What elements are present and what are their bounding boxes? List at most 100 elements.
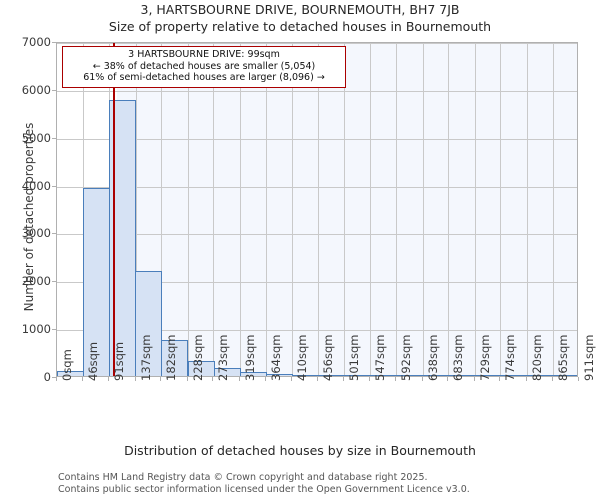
x-axis-tick-mark xyxy=(108,377,110,381)
x-axis-tick-label: 0sqm xyxy=(60,349,74,381)
gridline-vertical xyxy=(161,43,163,376)
x-axis-tick-mark xyxy=(134,377,136,381)
annotation-line-3: 61% of semi-detached houses are larger (… xyxy=(83,72,325,83)
annotation-line-1: 3 HARTSBOURNE DRIVE: 99sqm xyxy=(128,49,280,60)
y-axis-tick-mark xyxy=(52,137,56,139)
x-axis-tick-label: 501sqm xyxy=(347,334,362,381)
histogram-bar xyxy=(526,375,554,376)
x-axis-tick-label: 865sqm xyxy=(555,334,570,381)
gridline-vertical xyxy=(344,43,346,376)
y-axis-tick-label: 2000 xyxy=(21,274,51,289)
y-axis-tick-label: 6000 xyxy=(21,82,51,97)
y-axis-tick-mark xyxy=(52,281,56,283)
x-axis-tick-label: 911sqm xyxy=(582,334,596,381)
gridline-vertical xyxy=(526,43,528,376)
histogram-bar xyxy=(396,375,424,376)
gridline-horizontal xyxy=(57,234,577,236)
x-axis-tick-label: 137sqm xyxy=(138,334,153,381)
histogram-bar xyxy=(500,375,528,376)
chart-title: 3, HARTSBOURNE DRIVE, BOURNEMOUTH, BH7 7… xyxy=(140,2,460,17)
x-axis-tick-label: 91sqm xyxy=(112,341,127,381)
histogram-bar xyxy=(135,270,163,376)
y-axis-tick-mark xyxy=(52,377,56,378)
x-axis-tick-mark xyxy=(447,377,449,381)
x-axis-tick-label: 410sqm xyxy=(294,334,309,381)
x-axis-tick-mark xyxy=(186,377,188,381)
x-axis-tick-label: 273sqm xyxy=(216,334,231,381)
y-axis-tick-label: 4000 xyxy=(21,178,51,193)
x-axis-tick-label: 638sqm xyxy=(425,334,440,381)
x-axis-tick-mark xyxy=(395,377,397,381)
x-axis-tick-label: 456sqm xyxy=(321,334,336,381)
histogram-bar xyxy=(161,339,189,376)
x-axis-tick-label: 319sqm xyxy=(242,334,257,381)
property-size-marker-line xyxy=(112,43,115,376)
histogram-bar xyxy=(370,375,398,376)
x-axis-tick-mark xyxy=(212,377,214,381)
gridline-vertical xyxy=(318,43,320,376)
x-axis-tick-label: 683sqm xyxy=(451,334,466,381)
x-axis-label: Distribution of detached houses by size … xyxy=(124,443,476,458)
x-axis-tick-mark xyxy=(551,377,553,381)
x-axis-tick-label: 774sqm xyxy=(503,334,518,381)
x-axis-tick-label: 820sqm xyxy=(529,334,544,381)
gridline-vertical xyxy=(187,43,189,376)
histogram-bar xyxy=(448,375,476,376)
y-axis-tick-mark xyxy=(52,329,56,331)
y-axis-label: Number of detached properties xyxy=(22,122,36,312)
x-axis-tick-mark xyxy=(525,377,527,381)
x-axis-tick-mark xyxy=(421,377,423,381)
footer-line-2: Contains public sector information licen… xyxy=(58,483,470,495)
x-axis-tick-mark xyxy=(473,377,475,381)
y-axis-tick-mark xyxy=(52,42,56,43)
y-axis-tick-label: 3000 xyxy=(21,226,51,241)
x-axis-tick-mark xyxy=(499,377,501,381)
x-axis-tick-mark xyxy=(578,377,579,381)
y-axis-tick-label: 1000 xyxy=(21,322,51,337)
y-axis-tick-mark xyxy=(52,185,56,187)
gridline-vertical xyxy=(448,43,450,376)
gridline-vertical xyxy=(370,43,372,376)
gridline-horizontal xyxy=(57,186,577,188)
x-axis-tick-mark xyxy=(290,377,292,381)
x-axis-tick-label: 547sqm xyxy=(373,334,388,381)
plot-area xyxy=(56,42,578,377)
annotation-line-2: ← 38% of detached houses are smaller (5,… xyxy=(92,60,316,72)
x-axis-tick-label: 46sqm xyxy=(86,341,101,381)
gridline-vertical xyxy=(213,43,215,376)
histogram-bar xyxy=(422,375,450,376)
gridline-vertical xyxy=(474,43,476,376)
x-axis-tick-mark xyxy=(369,377,371,381)
gridline-vertical xyxy=(396,43,398,376)
y-axis-tick-mark xyxy=(52,233,56,235)
gridline-horizontal xyxy=(57,282,577,284)
x-axis-tick-label: 592sqm xyxy=(399,334,414,381)
x-axis-tick-mark xyxy=(82,377,84,381)
y-axis-tick-mark xyxy=(52,89,56,91)
x-axis-tick-label: 228sqm xyxy=(190,334,205,381)
x-axis-tick-label: 182sqm xyxy=(164,334,179,381)
gridline-vertical xyxy=(422,43,424,376)
histogram-bar xyxy=(552,375,577,376)
x-axis-tick-mark xyxy=(264,377,266,381)
histogram-bar xyxy=(239,372,267,376)
gridline-horizontal xyxy=(57,90,577,92)
gridline-horizontal xyxy=(57,43,577,44)
gridline-vertical xyxy=(291,43,293,376)
x-axis-tick-mark xyxy=(160,377,162,381)
y-axis-tick-label: 5000 xyxy=(21,130,51,145)
histogram-bar xyxy=(474,375,502,376)
footer-attribution: Contains HM Land Registry data © Crown c… xyxy=(58,472,470,495)
property-annotation-box: 3 HARTSBOURNE DRIVE: 99sqm ← 38% of deta… xyxy=(62,46,346,88)
footer-line-1: Contains HM Land Registry data © Crown c… xyxy=(58,472,428,483)
x-axis-tick-mark xyxy=(343,377,345,381)
y-axis-tick-label: 7000 xyxy=(21,35,51,49)
x-axis-tick-mark xyxy=(317,377,319,381)
gridline-vertical xyxy=(265,43,267,376)
x-axis-tick-mark xyxy=(238,377,240,381)
gridline-horizontal xyxy=(57,138,577,140)
gridline-vertical xyxy=(552,43,554,376)
chart-subtitle: Size of property relative to detached ho… xyxy=(108,19,492,34)
